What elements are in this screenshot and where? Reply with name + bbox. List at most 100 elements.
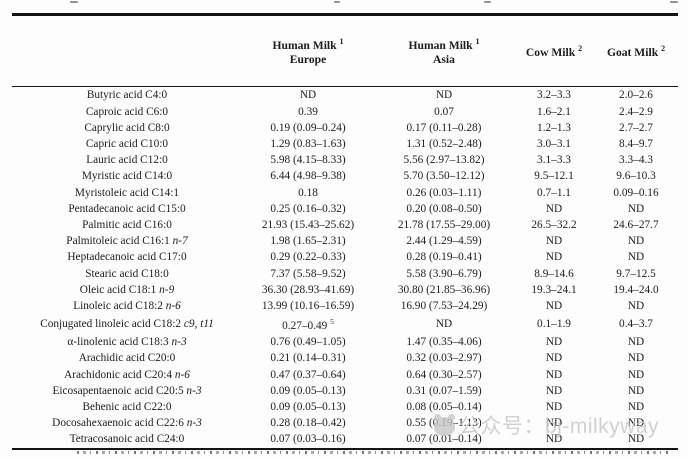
column-header-cow-milk: Cow Milk 2 [514,16,594,86]
caption-remnant [70,1,78,3]
value-human-milk-europe: 36.30 (28.93–41.69) [261,283,355,296]
fatty-acid-label: Tetracosanoic acid C24:0 [69,433,185,446]
fatty-acid-label: Myristoleic acid C14:1 [74,186,180,199]
table-top-rule [12,13,678,16]
table-row: Palmitic acid C16:0 21.93 (15.43–25.62) … [12,217,678,233]
value-cow-milk: ND [545,251,563,264]
table-bottom-rule [12,447,678,451]
fatty-acid-label: Butyric acid C4:0 [86,89,168,102]
value-human-milk-europe: 0.76 (0.49–1.05) [270,336,346,349]
footnote-marker: 2 [578,44,583,54]
fatty-acid-table: Human Milk 1 Europe Human Milk 1 Asia Co… [12,13,678,451]
table-row: Arachidonic acid C20:4 n-6 0.47 (0.37–0.… [12,367,678,383]
value-goat-milk: ND [627,235,645,248]
table-header: Human Milk 1 Europe Human Milk 1 Asia Co… [12,16,678,86]
footnote-marker: 1 [339,36,344,46]
value-human-milk-europe: 0.27–0.49 5 [282,317,334,332]
value-cow-milk: ND [545,368,563,381]
value-human-milk-asia: 21.78 (17.55–29.00) [397,218,491,231]
value-goat-milk: ND [627,400,645,413]
value-human-milk-asia: 0.08 (0.05–0.14) [406,400,482,413]
header-rule [12,85,678,88]
table-row: Docosahexaenoic acid C22:6 n-3 0.28 (0.1… [12,415,678,431]
table-row: Stearic acid C18:0 7.37 (5.58–9.52) 5.58… [12,266,678,282]
caption-remnant [484,1,491,3]
fatty-acid-label: Lauric acid C12:0 [86,154,168,167]
value-goat-milk: ND [627,336,645,349]
value-cow-milk: 0.1–1.9 [537,318,571,331]
value-human-milk-europe: 21.93 (15.43–25.62) [261,218,355,231]
column-title: Cow Milk [525,45,576,59]
value-cow-milk: 9.5–12.1 [534,170,574,183]
value-cow-milk: 3.1–3.3 [537,154,571,167]
table-row: Behenic acid C22:0 0.09 (0.05–0.13) 0.08… [12,399,678,415]
value-goat-milk: 9.6–10.3 [616,170,656,183]
table-row: Butyric acid C4:0 ND ND 3.2–3.3 2.0–2.6 [12,87,678,103]
fatty-acid-label: Palmitic acid C16:0 [82,218,172,231]
fatty-acid-label: Arachidic acid C20:0 [78,352,176,365]
value-cow-milk: 26.5–32.2 [531,218,577,231]
value-goat-milk: ND [627,433,645,446]
table-row: Oleic acid C18:1 n-9 36.30 (28.93–41.69)… [12,282,678,298]
value-cow-milk: 19.3–24.1 [531,283,577,296]
value-human-milk-europe: 0.39 [298,105,318,118]
value-human-milk-asia: 0.32 (0.03–2.97) [406,352,482,365]
value-human-milk-asia: 5.58 (3.90–6.79) [406,267,482,280]
fatty-acid-label: Eicosapentaenoic acid C20:5 n-3 [52,384,202,397]
value-human-milk-asia: 5.70 (3.50–12.12) [403,170,485,183]
value-human-milk-asia: 0.07 (0.01–0.14) [406,433,482,446]
column-title: Human Milk [408,38,473,52]
column-header-human-milk-asia: Human Milk 1 Asia [374,16,514,86]
value-cow-milk: ND [545,433,563,446]
value-human-milk-asia: 0.26 (0.03–1.11) [406,186,482,199]
value-human-milk-asia: ND [435,318,453,331]
value-human-milk-europe: 13.99 (10.16–16.59) [261,299,355,312]
value-human-milk-asia: ND [435,89,453,102]
value-goat-milk: 19.4–24.0 [613,283,659,296]
value-goat-milk: ND [627,368,645,381]
table-body: Butyric acid C4:0 ND ND 3.2–3.3 2.0–2.6 … [12,87,678,447]
column-subtitle: Europe [289,53,327,67]
column-header-goat-milk: Goat Milk 2 [594,16,678,86]
fatty-acid-label: Arachidonic acid C20:4 n-6 [64,368,190,381]
footnote-marker: 1 [475,36,480,46]
column-header-blank [12,16,242,86]
column-title: Human Milk [272,38,337,52]
value-human-milk-asia: 0.20 (0.08–0.50) [406,202,482,215]
fatty-acid-label: Oleic acid C18:1 n-9 [79,283,175,296]
value-human-milk-europe: 1.29 (0.83–1.63) [270,137,346,150]
fatty-acid-label: Behenic acid C22:0 [82,400,172,413]
table-row: Linoleic acid C18:2 n-6 13.99 (10.16–16.… [12,298,678,314]
value-goat-milk: ND [627,352,645,365]
value-human-milk-europe: 0.29 (0.22–0.33) [270,251,346,264]
value-goat-milk: 2.7–2.7 [619,121,653,134]
table-row: Eicosapentaenoic acid C20:5 n-3 0.09 (0.… [12,383,678,399]
column-title: Goat Milk [606,45,659,59]
table-row: Conjugated linoleic acid C18:2 c9, t11 0… [12,314,678,334]
caption-remnant [334,1,340,3]
value-cow-milk: ND [545,384,563,397]
value-human-milk-asia: 0.28 (0.19–0.41) [406,251,482,264]
value-cow-milk: ND [545,336,563,349]
value-goat-milk: 0.09–0.16 [613,186,659,199]
fatty-acid-label: Heptadecanoic acid C17:0 [67,251,187,264]
value-human-milk-europe: 0.21 (0.14–0.31) [270,352,346,365]
value-goat-milk: ND [627,202,645,215]
value-cow-milk: 3.2–3.3 [537,89,571,102]
table-row: Palmitoleic acid C16:1 n-7 1.98 (1.65–2.… [12,233,678,249]
value-cow-milk: ND [545,202,563,215]
value-human-milk-europe: 0.19 (0.09–0.24) [270,121,346,134]
value-human-milk-asia: 0.55 (0.19–1.13) [406,417,482,430]
value-goat-milk: 3.3–4.3 [619,154,653,167]
value-human-milk-europe: 6.44 (4.98–9.38) [270,170,346,183]
value-cow-milk: 0.7–1.1 [537,186,571,199]
value-human-milk-europe: 7.37 (5.58–9.52) [270,267,346,280]
value-cow-milk: ND [545,299,563,312]
value-goat-milk: ND [627,299,645,312]
value-human-milk-asia: 0.31 (0.07–1.59) [406,384,482,397]
value-goat-milk: ND [627,251,645,264]
column-header-human-milk-europe: Human Milk 1 Europe [242,16,374,86]
value-human-milk-europe: 0.47 (0.37–0.64) [270,368,346,381]
fatty-acid-label: α-linolenic acid C18:3 n-3 [67,336,187,349]
